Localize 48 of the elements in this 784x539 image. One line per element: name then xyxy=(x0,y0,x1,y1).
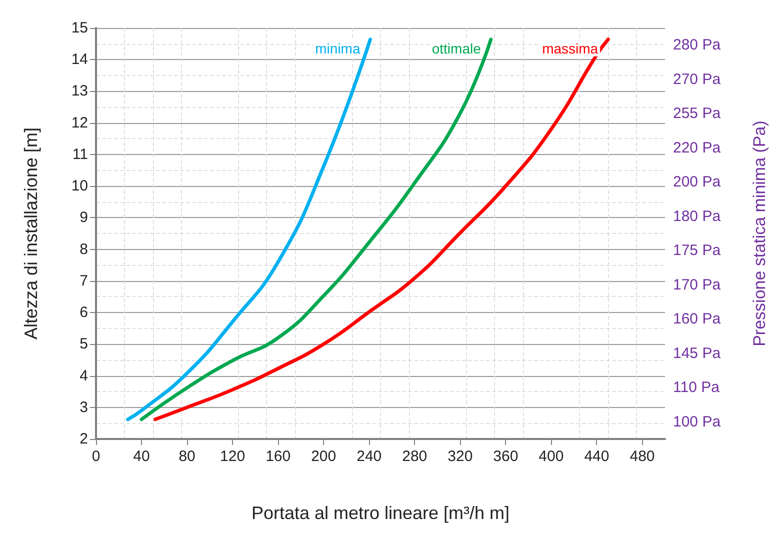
series-label: ottimale xyxy=(432,40,482,56)
x-tick-label: 200 xyxy=(311,448,336,465)
x-tick-label: 480 xyxy=(630,448,655,465)
y-tick-label: 6 xyxy=(80,304,88,322)
text: 160 Pa xyxy=(673,310,722,328)
text: 145 Pa xyxy=(673,344,722,362)
x-tick-label: 240 xyxy=(356,448,382,465)
series-label: massima xyxy=(542,40,598,56)
line-series xyxy=(126,38,372,422)
y-tick-label: 7 xyxy=(80,272,88,290)
x-axis-title: Portata al metro lineare [m³/h m] xyxy=(251,503,510,523)
text: 200 Pa xyxy=(673,174,722,191)
x-tick-label: 400 xyxy=(538,448,564,465)
y-tick-label: 4 xyxy=(80,367,88,384)
text: 255 Pa xyxy=(673,105,722,122)
y-tick-label: 14 xyxy=(71,51,88,68)
text: 280 Pa xyxy=(673,36,722,54)
x-tick-label: 120 xyxy=(220,448,246,465)
text: 270 Pa xyxy=(673,70,722,88)
series-label: minima xyxy=(315,40,360,56)
x-tick-label: 320 xyxy=(448,448,473,465)
y-tick-label: 5 xyxy=(80,336,88,353)
y2-axis-title: Pressione statica minima (Pa) xyxy=(750,120,769,346)
x-tick-label: 360 xyxy=(493,448,518,465)
text: 180 Pa xyxy=(673,208,722,225)
x-tick-label: 40 xyxy=(133,448,150,465)
y-tick-label: 3 xyxy=(80,398,88,416)
x-tick-label: 280 xyxy=(402,448,428,465)
y-tick-label: 15 xyxy=(71,20,88,36)
text: 100 Pa xyxy=(673,413,722,430)
text: 175 Pa xyxy=(673,242,722,260)
x-tick-label: 80 xyxy=(178,448,196,465)
y-tick-label: 12 xyxy=(71,114,88,132)
text: 220 Pa xyxy=(673,139,722,156)
line-series xyxy=(140,38,493,422)
y-tick-label: 9 xyxy=(80,209,88,226)
y-tick-label: 2 xyxy=(80,430,88,448)
x-tick-label: 440 xyxy=(584,448,610,465)
x-tick-label: 0 xyxy=(92,448,100,465)
text: 170 Pa xyxy=(673,276,722,294)
text: 110 Pa xyxy=(673,379,720,396)
y-axis-title: Altezza di installazione [m] xyxy=(21,127,41,340)
y-tick-label: 11 xyxy=(72,146,88,163)
x-tick-label: 160 xyxy=(266,448,291,465)
line-series xyxy=(153,38,610,422)
y-tick-label: 10 xyxy=(71,178,88,195)
y-tick-label: 13 xyxy=(71,82,88,100)
y-tick-label: 8 xyxy=(80,240,88,258)
